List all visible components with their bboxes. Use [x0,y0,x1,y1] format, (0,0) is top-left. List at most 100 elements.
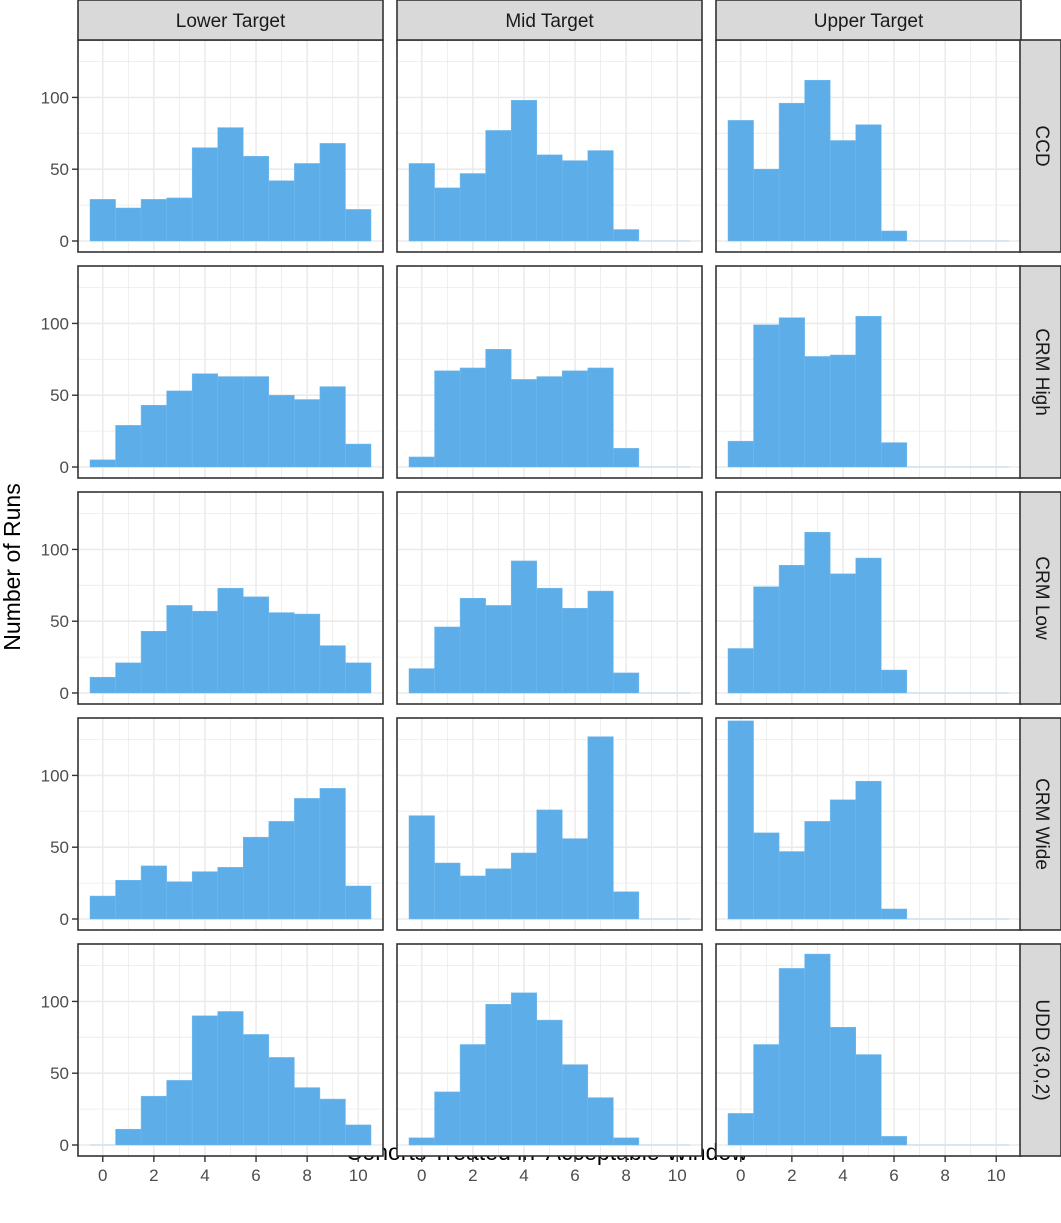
histogram-bar [753,324,780,468]
histogram-bar [855,780,882,920]
strip-background [396,0,703,41]
panel-crm-high-lower-target [77,265,384,479]
panel-crm-low-mid-target [396,491,703,705]
histogram-bar [191,373,218,468]
histogram-bar [536,809,563,920]
histogram-bar [562,1064,589,1146]
panel-crm-wide-mid-target [396,717,703,931]
histogram-bar [434,370,461,468]
x-tick-label: 2 [787,1166,796,1185]
y-tick-label: 50 [50,838,69,857]
histogram-bar [536,587,563,694]
histogram-bar [536,1019,563,1146]
histogram-bar [855,316,882,468]
histogram-bar [881,1136,908,1146]
x-tick-label: 0 [417,1166,426,1185]
histogram-bar [268,394,295,468]
y-tick-label: 50 [50,1064,69,1083]
histogram-bar [89,676,116,694]
strip-background [1019,265,1061,479]
histogram-bar [166,1080,193,1146]
panel-crm-wide-upper-target [715,717,1022,931]
histogram-bar [587,150,614,242]
y-tick-label: 50 [50,612,69,631]
x-tick-label: 0 [98,1166,107,1185]
histogram-bar [319,386,346,468]
histogram-bar [268,821,295,920]
strip-row-ccd: CCD [1019,39,1061,253]
strip-background [1019,717,1061,931]
histogram-bar [345,1124,372,1146]
row-label: CRM High [1031,328,1052,416]
panel-crm-wide-lower-target [77,717,384,931]
strip-background [715,0,1022,41]
histogram-bar [778,851,805,920]
histogram-bar [613,448,640,468]
histogram-bar [804,79,831,242]
histogram-bar [115,1128,142,1146]
histogram-bar [536,154,563,242]
histogram-bar [434,626,461,694]
histogram-bar [485,868,512,920]
histogram-bar [485,130,512,242]
histogram-bar [753,832,780,920]
histogram-bar [881,442,908,468]
histogram-bar [804,531,831,694]
histogram-bar [510,992,537,1146]
panel-border [396,491,703,705]
histogram-bar [727,440,754,468]
histogram-bar [434,1091,461,1146]
histogram-bar [345,209,372,242]
y-tick-label: 0 [60,232,69,251]
histogram-bar [217,127,244,242]
histogram-bar [613,1137,640,1146]
histogram-bar [804,356,831,468]
histogram-bar [727,648,754,694]
strip-background [1019,491,1061,705]
histogram-bar [510,100,537,242]
x-tick-label: 0 [736,1166,745,1185]
histogram-bar [294,613,321,694]
histogram-bar [268,1057,295,1146]
x-tick-label: 10 [668,1166,687,1185]
histogram-bar [408,456,435,468]
histogram-bar [217,1011,244,1146]
histogram-bar [268,612,295,694]
histogram-bar [562,838,589,920]
histogram-bar [459,367,486,468]
histogram-bar [510,560,537,694]
x-tick-label: 4 [838,1166,847,1185]
x-tick-label: 4 [200,1166,209,1185]
x-tick-label: 2 [468,1166,477,1185]
histogram-bar [459,1044,486,1146]
histogram-bar [753,1044,780,1146]
histogram-bar [434,187,461,242]
histogram-bar [778,317,805,468]
histogram-bar [243,596,270,694]
y-tick-label: 100 [41,88,69,107]
histogram-bar [268,180,295,242]
histogram-bar [804,821,831,920]
y-tick-label: 100 [41,992,69,1011]
histogram-bar [829,1027,856,1146]
histogram-bar [294,1087,321,1146]
panel-ccd-lower-target [77,39,384,253]
y-tick-label: 50 [50,160,69,179]
strip-background [1019,39,1061,253]
histogram-bar [855,557,882,694]
histogram-bar [727,1113,754,1146]
histogram-bar [727,720,754,920]
x-tick-label: 4 [519,1166,528,1185]
histogram-bar [89,895,116,920]
histogram-bar [510,379,537,468]
histogram-bar [459,597,486,694]
histogram-bar [881,669,908,694]
panel-ccd-upper-target [715,39,1022,253]
y-tick-label: 100 [41,540,69,559]
panel-border [396,717,703,931]
histogram-bar [166,881,193,920]
histogram-bar [166,197,193,242]
y-axis-title: Number of Runs [0,483,25,650]
x-tick-label: 6 [251,1166,260,1185]
